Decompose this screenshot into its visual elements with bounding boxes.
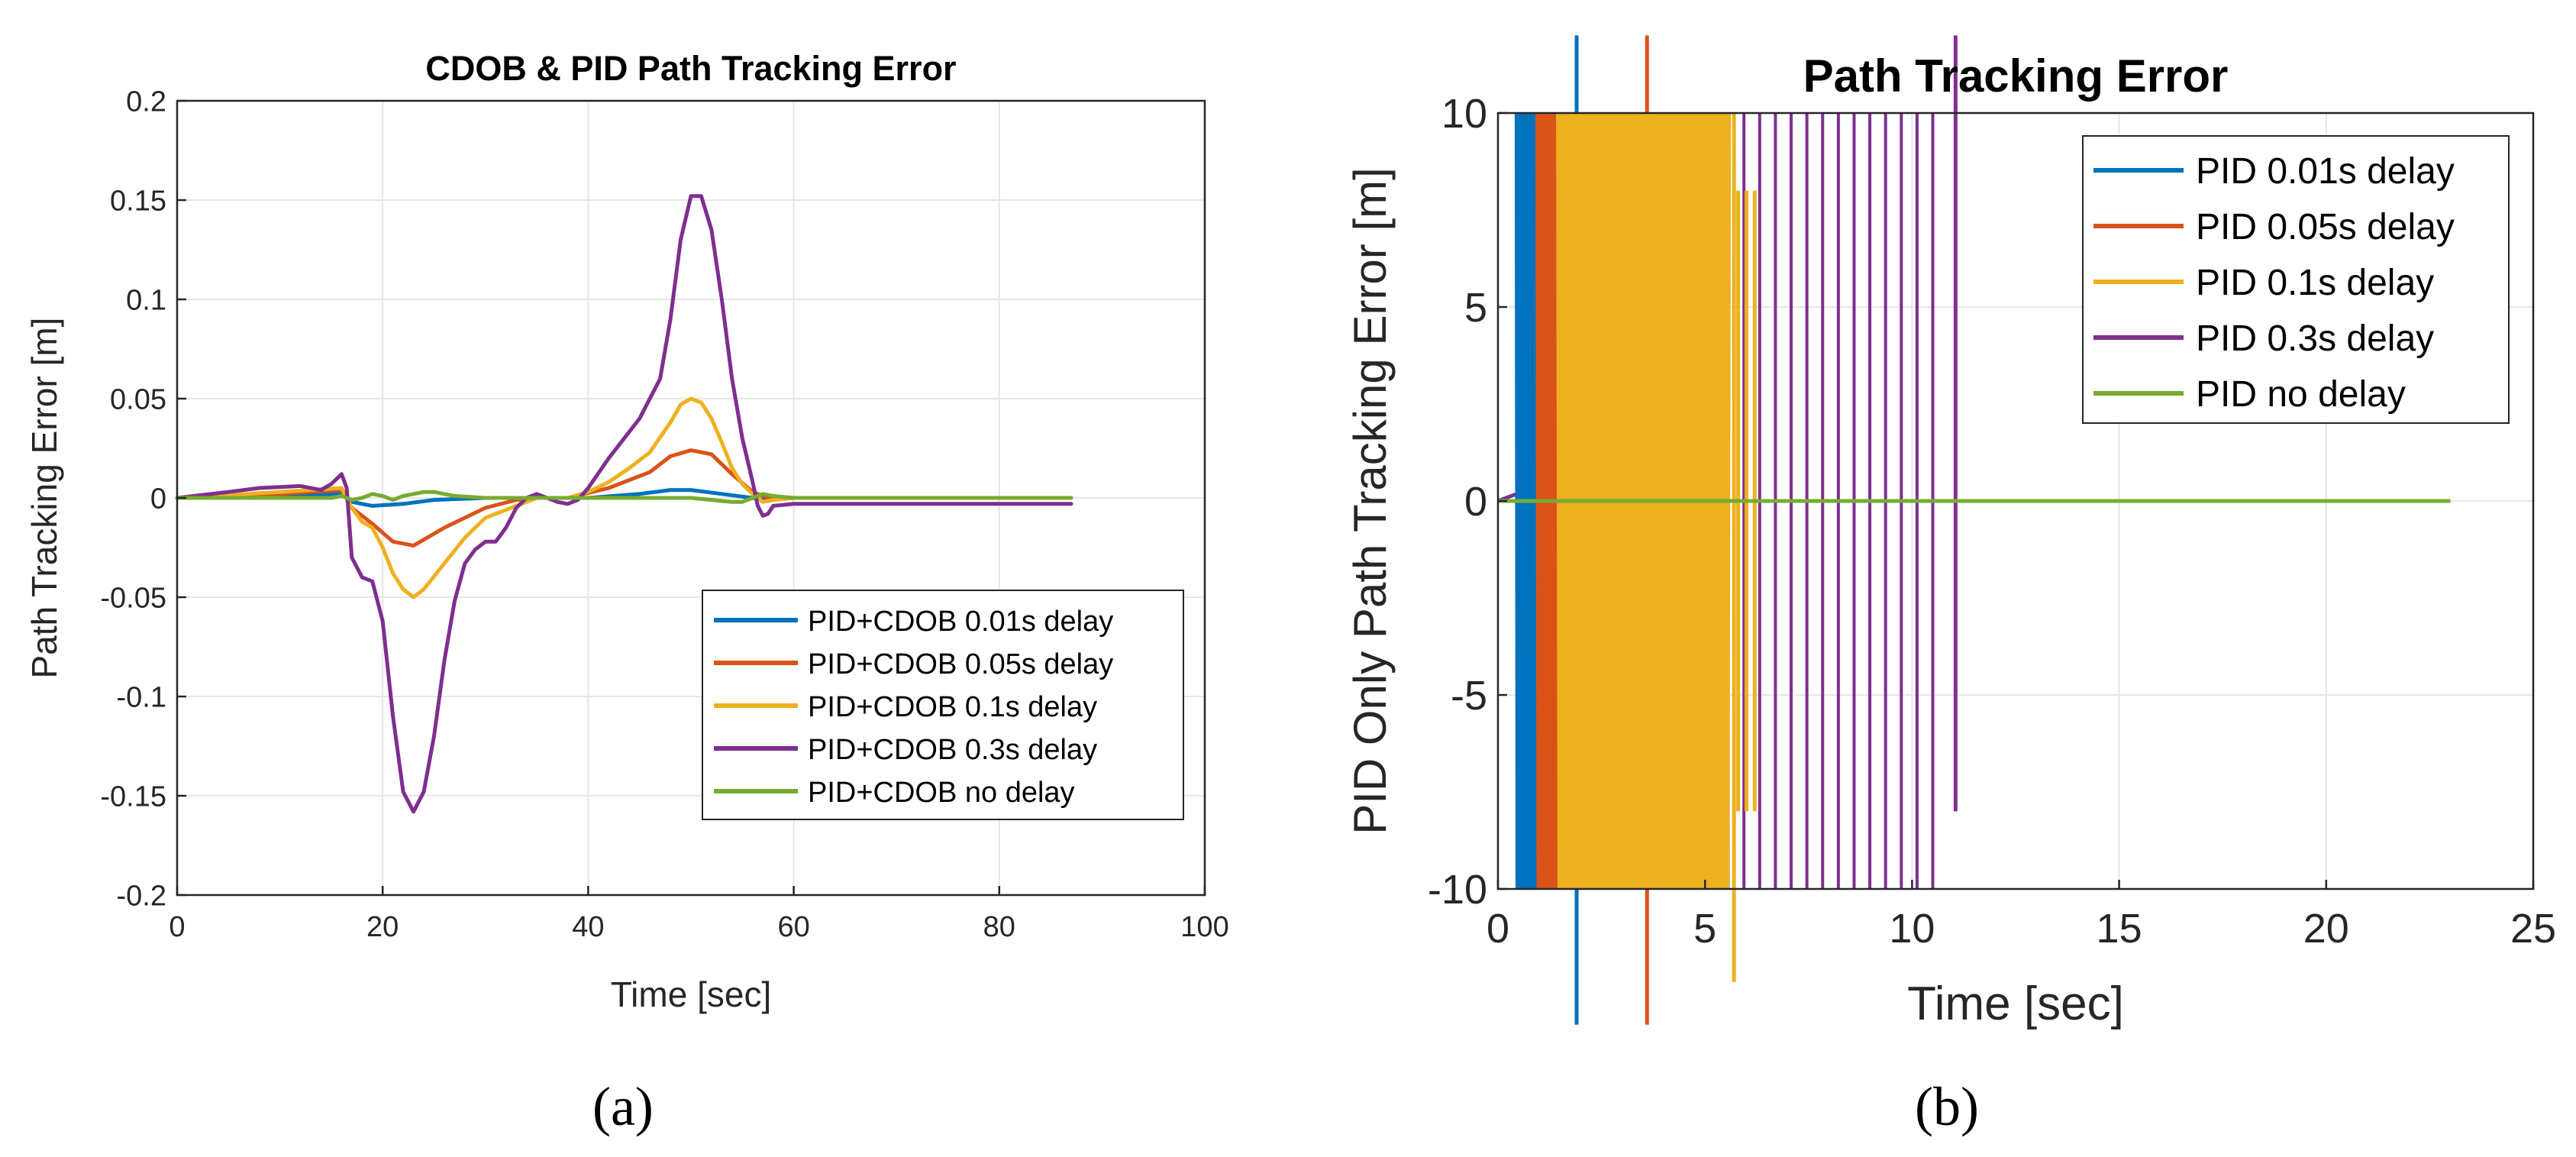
a-ytick-label: 0.05 bbox=[110, 383, 166, 415]
panel-b-xlabel: Time [sec] bbox=[1907, 978, 2124, 1030]
a-ytick-label: -0.05 bbox=[100, 582, 166, 614]
panel-a-ticks: 0 20 40 60 80 100 -0.2 -0.15 -0.1 -0.05 0 0.05 0.1 0.… bbox=[100, 86, 1228, 943]
legend-label-a-4: PID+CDOB no delay bbox=[808, 777, 1075, 809]
b-ytick-label: -5 bbox=[1451, 673, 1487, 719]
legend-label-b-1: PID 0.05s delay bbox=[2196, 207, 2455, 247]
panel-label-a: (a) bbox=[592, 1076, 654, 1137]
panel-b-ylabel: PID Only Path Tracking Error [m] bbox=[1344, 167, 1396, 835]
a-xtick-label: 20 bbox=[366, 911, 399, 943]
a-xtick-label: 100 bbox=[1180, 911, 1228, 943]
panel-a-legend: PID+CDOB 0.01s delay PID+CDOB 0.05s dela… bbox=[702, 590, 1184, 820]
a-ytick-label: -0.2 bbox=[117, 880, 166, 912]
panel-b-legend: PID 0.01s delay PID 0.05s delay PID 0.1s… bbox=[2082, 135, 2510, 424]
legend-label-b-0: PID 0.01s delay bbox=[2196, 151, 2455, 192]
a-xtick-label: 60 bbox=[777, 911, 809, 943]
legend-label-a-1: PID+CDOB 0.05s delay bbox=[808, 648, 1113, 680]
a-xtick-label: 80 bbox=[983, 911, 1015, 943]
panel-a-chart: 0 20 40 60 80 100 -0.2 -0.15 -0.1 -0.05 0 0.05 0.1 0.… bbox=[24, 49, 1229, 1014]
a-ytick-label: 0.1 bbox=[126, 284, 166, 316]
b-xtick-label: 0 bbox=[1487, 906, 1509, 952]
b-ytick-label: -10 bbox=[1428, 867, 1487, 913]
a-ytick-label: -0.15 bbox=[100, 780, 166, 813]
b-xtick-label: 10 bbox=[1889, 906, 1935, 952]
b-xtick-label: 25 bbox=[2510, 906, 2556, 952]
panel-b-title: Path Tracking Error bbox=[1803, 50, 2229, 102]
panel-b-ticks: 0 5 10 15 20 25 -10 -5 0 5 10 bbox=[1428, 91, 2556, 952]
b-ytick-label: 0 bbox=[1464, 479, 1487, 525]
panel-a-series bbox=[175, 194, 1073, 814]
a-xtick-label: 0 bbox=[169, 911, 185, 943]
panel-a-xlabel: Time [sec] bbox=[611, 974, 771, 1014]
b-xtick-label: 20 bbox=[2303, 906, 2349, 952]
series-line-a-2 bbox=[175, 396, 1073, 600]
a-ytick-label: -0.1 bbox=[117, 681, 166, 713]
legend-label-a-0: PID+CDOB 0.01s delay bbox=[808, 606, 1113, 638]
b-xtick-label: 5 bbox=[1693, 906, 1716, 952]
legend-label-a-2: PID+CDOB 0.1s delay bbox=[808, 691, 1097, 723]
panel-label-b: (b) bbox=[1915, 1076, 1979, 1137]
legend-label-b-3: PID 0.3s delay bbox=[2196, 318, 2434, 359]
panel-a-ylabel: Path Tracking Error [m] bbox=[24, 318, 64, 679]
a-ytick-label: 0.15 bbox=[110, 185, 166, 217]
legend-label-b-4: PID no delay bbox=[2196, 374, 2406, 415]
legend-label-b-2: PID 0.1s delay bbox=[2196, 263, 2434, 303]
a-ytick-label: 0 bbox=[150, 483, 166, 515]
b-ytick-label: 10 bbox=[1441, 91, 1487, 137]
a-ytick-label: 0.2 bbox=[126, 86, 166, 118]
a-xtick-label: 40 bbox=[572, 911, 604, 943]
legend-label-a-3: PID+CDOB 0.3s delay bbox=[808, 734, 1097, 766]
series-group-b-2 bbox=[1556, 112, 1757, 982]
series-line-a-4 bbox=[175, 490, 1073, 504]
series-line-a-3 bbox=[175, 194, 1073, 814]
b-ytick-label: 5 bbox=[1464, 285, 1487, 331]
panel-a-title: CDOB & PID Path Tracking Error bbox=[425, 49, 956, 88]
b-xtick-label: 15 bbox=[2097, 906, 2142, 952]
